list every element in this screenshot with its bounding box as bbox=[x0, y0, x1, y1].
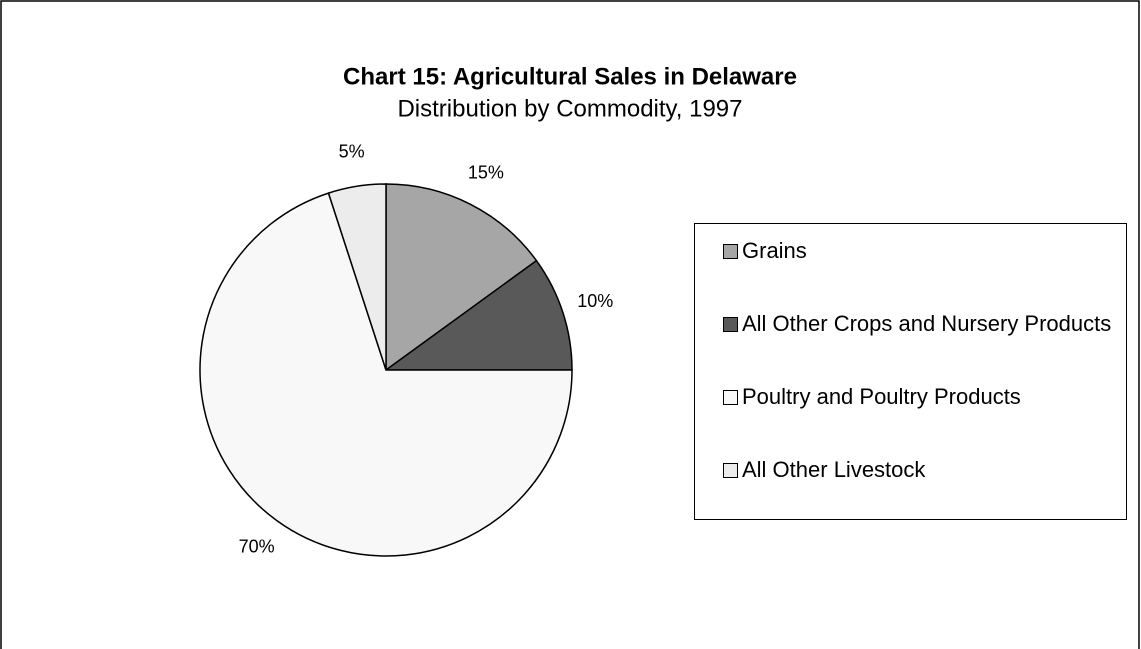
legend-swatch bbox=[723, 463, 738, 478]
chart-title: Chart 15: Agricultural Sales in Delaware bbox=[343, 63, 797, 90]
pie-slice bbox=[385, 183, 538, 372]
data-label: 15% bbox=[468, 163, 504, 183]
data-label: 10% bbox=[577, 291, 613, 311]
legend-item: Grains bbox=[723, 236, 1118, 266]
pie-slice bbox=[327, 183, 387, 371]
data-label: 5% bbox=[339, 141, 365, 161]
legend-item: All Other Crops and Nursery Products bbox=[723, 309, 1118, 339]
pie-slice bbox=[383, 259, 573, 371]
legend-swatch bbox=[723, 317, 738, 332]
legend-label: Grains bbox=[742, 238, 807, 263]
pie-slice bbox=[199, 192, 573, 557]
legend-label: Poultry and Poultry Products bbox=[742, 384, 1021, 409]
legend-swatch bbox=[723, 390, 738, 405]
legend-item: All Other Livestock bbox=[723, 455, 1118, 485]
legend-label: All Other Crops and Nursery Products bbox=[742, 311, 1112, 336]
legend-swatch bbox=[723, 244, 738, 259]
legend-label: All Other Livestock bbox=[742, 457, 926, 482]
data-label: 70% bbox=[239, 537, 275, 557]
chart-subtitle: Distribution by Commodity, 1997 bbox=[397, 95, 742, 122]
legend: Grains All Other Crops and Nursery Produc… bbox=[694, 223, 1127, 520]
legend-item: Poultry and Poultry Products bbox=[723, 382, 1118, 412]
